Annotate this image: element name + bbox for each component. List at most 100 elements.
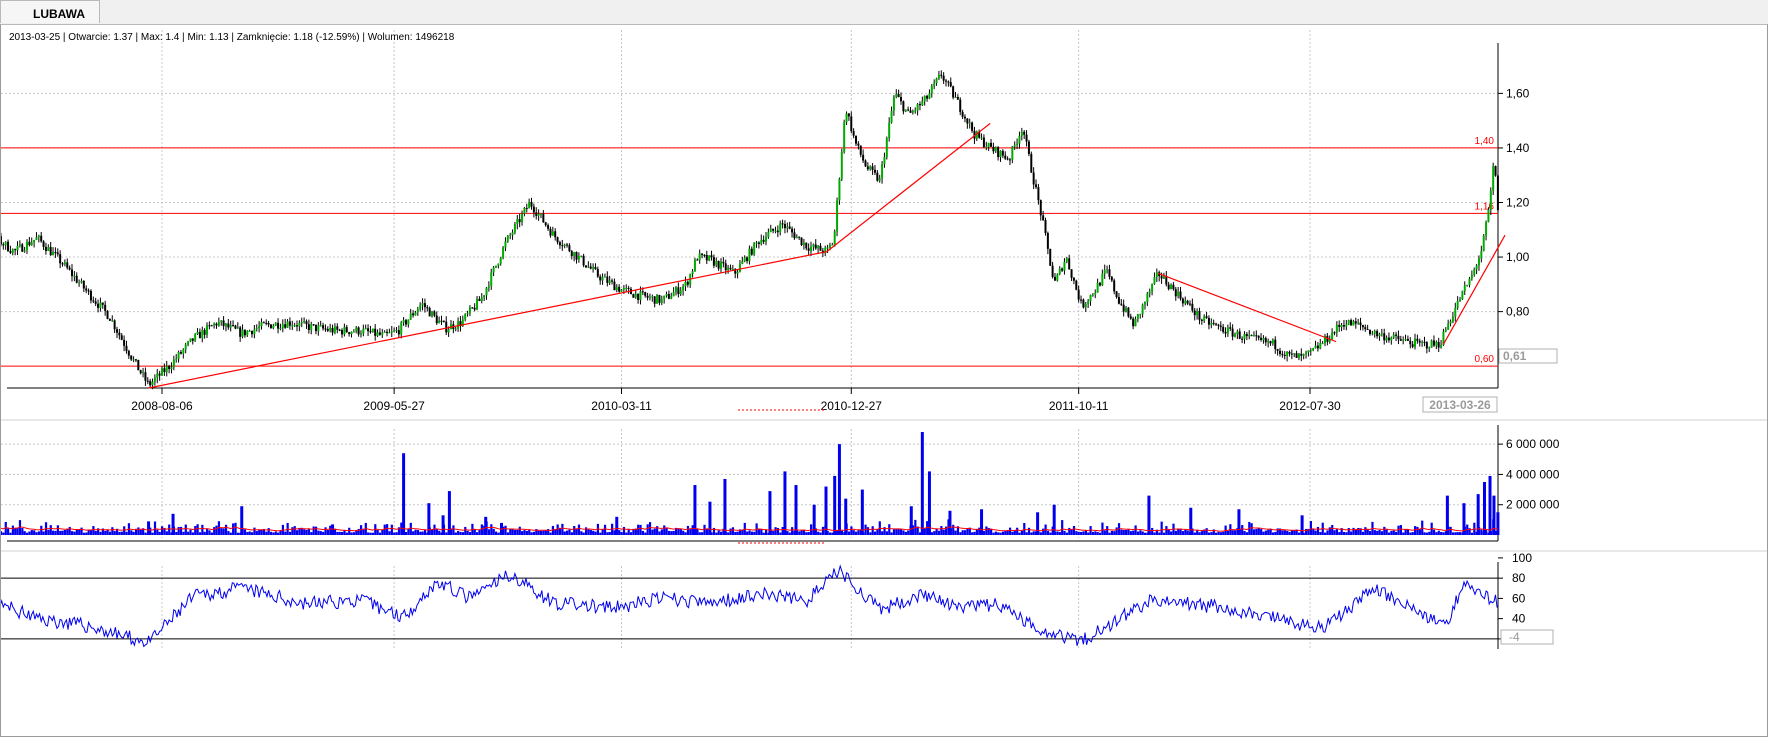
price-candle-body [788,226,791,229]
volume-bar [262,528,266,535]
price-candle-body [54,252,57,254]
volume-spike-bar [824,486,828,535]
volume-bar [82,532,86,535]
price-candle-body [1103,269,1106,274]
volume-bar [573,526,576,535]
price-candle-body [618,286,621,292]
volume-bar [987,527,990,535]
volume-spike-bar [768,491,772,535]
volume-bar [637,524,640,535]
price-candle-body [85,288,88,291]
price-candle-body [395,330,398,332]
volume-bar [1027,527,1031,535]
price-candle-body [940,74,943,76]
price-candle-body [431,311,434,317]
price-candle-body [61,263,64,265]
volume-bar [746,531,749,535]
price-candle-body [992,146,995,152]
price-candle-body [542,213,545,223]
price-candle-body [1395,334,1398,336]
price-candle-body [1435,342,1438,346]
price-candle-body [1257,335,1260,338]
volume-bar [277,532,280,535]
price-candle-body [933,83,936,87]
volume-bar [613,530,616,535]
volume-bar [1288,531,1291,535]
volume-bar [1063,530,1066,535]
price-candle-body [170,367,173,369]
price-candle-body [798,236,801,238]
volume-bar [130,530,133,535]
volume-bar [1432,529,1436,535]
price-candle-body [1233,334,1236,337]
price-candle-body [1269,341,1272,344]
volume-bar [864,524,867,535]
volume-bar [1056,531,1059,535]
volume-spike-bar [484,516,488,535]
volume-bar [549,532,552,535]
price-candle-body [1006,158,1009,160]
price-candle-body [563,244,566,246]
volume-spike-bar [920,432,924,535]
price-candle-body [494,265,497,268]
price-candle-body [1402,339,1405,341]
volume-bar [1207,532,1211,535]
volume-bar [25,532,29,535]
price-candle-body [1340,325,1343,328]
volume-bar [1319,531,1322,535]
volume-bar [952,524,955,535]
price-candle-body [1414,338,1417,347]
volume-bar [1331,525,1334,535]
price-candle-body [1295,353,1298,358]
price-candle-body [307,324,310,330]
price-candle-body [945,80,948,82]
price-candle-body [314,324,317,332]
volume-bar [1324,532,1327,535]
price-candle-body [937,74,940,79]
volume-spike-bar [1462,503,1466,535]
volume-spike-bar [833,475,837,535]
price-candle-body [267,323,270,325]
price-candle-body [577,256,580,260]
tab-lubawa[interactable]: LUBAWA [0,0,100,23]
price-candle-body [1153,277,1156,284]
price-candle-body [1177,291,1180,297]
volume-bar [1383,526,1386,535]
price-candle-body [876,172,879,181]
price-candle-body [930,86,933,94]
volume-spike-bar [1445,495,1449,535]
volume-bar [177,527,180,535]
price-candle-body [975,131,978,139]
volume-bar [1134,525,1137,535]
volume-bar [125,531,128,535]
price-candle-body [1485,221,1488,236]
volume-bar [798,531,801,535]
chart-canvas[interactable]: 2008-08-06 2009-05-27 2010-03-11 2010-12-27… [1,25,1767,736]
volume-bar [1089,526,1092,535]
price-candle-body [1236,331,1239,335]
volume-bar [935,528,938,535]
volume-bar [1338,532,1341,535]
volume-bar [1387,532,1391,535]
volume-bar [1058,532,1061,535]
price-candle-body [393,330,396,332]
volume-bar [293,526,296,535]
volume-spike-bar [1036,512,1040,535]
volume-bar [606,532,609,535]
price-candle-body [1371,333,1374,335]
price-candle-body [1359,322,1362,326]
price-candle-body [776,230,779,233]
price-candle-body [528,201,531,209]
price-candle-body [810,246,813,251]
volume-bar [1435,532,1438,535]
volume-bar [670,531,673,535]
price-candle-body [1350,320,1353,326]
price-candle-body [802,242,805,246]
volume-bar [1494,530,1497,535]
volume-bar [705,528,708,535]
price-candle-body [49,247,52,256]
price-candle-body [1397,335,1400,340]
volume-bar [1406,529,1410,535]
volume-bar [1411,532,1414,535]
price-candle-body [1087,301,1090,305]
